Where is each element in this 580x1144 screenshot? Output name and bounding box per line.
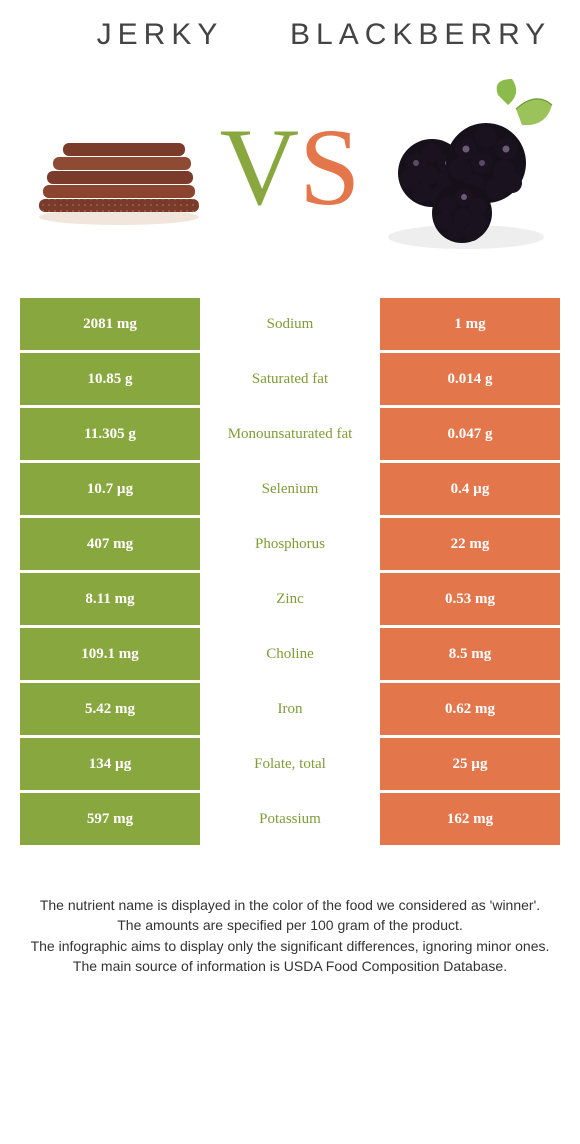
- footnote-line: The main source of information is USDA F…: [30, 956, 550, 976]
- nutrient-label: Phosphorus: [200, 518, 380, 570]
- table-row: 10.7 µgSelenium0.4 µg: [20, 463, 560, 515]
- vs-s: S: [299, 112, 360, 222]
- vs-v: V: [220, 112, 299, 222]
- value-right: 22 mg: [380, 518, 560, 570]
- value-right: 0.4 µg: [380, 463, 560, 515]
- title-right: Blackberry: [290, 18, 550, 52]
- footnote-line: The amounts are specified per 100 gram o…: [30, 915, 550, 935]
- value-left: 134 µg: [20, 738, 200, 790]
- value-left: 109.1 mg: [20, 628, 200, 680]
- value-right: 8.5 mg: [380, 628, 560, 680]
- nutrient-label: Sodium: [200, 298, 380, 350]
- nutrient-label: Zinc: [200, 573, 380, 625]
- value-left: 5.42 mg: [20, 683, 200, 735]
- value-right: 162 mg: [380, 793, 560, 845]
- value-left: 2081 mg: [20, 298, 200, 350]
- nutrient-label: Monounsaturated fat: [200, 408, 380, 460]
- table-row: 2081 mgSodium1 mg: [20, 298, 560, 350]
- table-row: 109.1 mgCholine8.5 mg: [20, 628, 560, 680]
- vs-label: VS: [220, 112, 361, 222]
- value-right: 0.047 g: [380, 408, 560, 460]
- table-row: 5.42 mgIron0.62 mg: [20, 683, 560, 735]
- title-left: Jerky: [30, 18, 290, 52]
- value-right: 25 µg: [380, 738, 560, 790]
- nutrient-label: Iron: [200, 683, 380, 735]
- nutrient-label: Choline: [200, 628, 380, 680]
- table-row: 10.85 gSaturated fat0.014 g: [20, 353, 560, 405]
- nutrient-label: Selenium: [200, 463, 380, 515]
- comparison-table: 2081 mgSodium1 mg10.85 gSaturated fat0.0…: [20, 298, 560, 845]
- value-left: 8.11 mg: [20, 573, 200, 625]
- nutrient-label: Potassium: [200, 793, 380, 845]
- value-left: 597 mg: [20, 793, 200, 845]
- value-right: 1 mg: [380, 298, 560, 350]
- value-left: 10.7 µg: [20, 463, 200, 515]
- hero-row: VS: [20, 72, 560, 262]
- nutrient-label: Folate, total: [200, 738, 380, 790]
- table-row: 134 µgFolate, total25 µg: [20, 738, 560, 790]
- value-right: 0.62 mg: [380, 683, 560, 735]
- table-row: 8.11 mgZinc0.53 mg: [20, 573, 560, 625]
- footnotes: The nutrient name is displayed in the co…: [20, 895, 560, 976]
- footnote-line: The nutrient name is displayed in the co…: [30, 895, 550, 915]
- footnote-line: The infographic aims to display only the…: [30, 936, 550, 956]
- jerky-image: [24, 82, 214, 252]
- value-right: 0.53 mg: [380, 573, 560, 625]
- value-left: 407 mg: [20, 518, 200, 570]
- value-right: 0.014 g: [380, 353, 560, 405]
- table-row: 11.305 gMonounsaturated fat0.047 g: [20, 408, 560, 460]
- value-left: 11.305 g: [20, 408, 200, 460]
- nutrient-label: Saturated fat: [200, 353, 380, 405]
- blackberry-image: [366, 82, 556, 252]
- title-row: Jerky Blackberry: [20, 18, 560, 52]
- value-left: 10.85 g: [20, 353, 200, 405]
- table-row: 597 mgPotassium162 mg: [20, 793, 560, 845]
- table-row: 407 mgPhosphorus22 mg: [20, 518, 560, 570]
